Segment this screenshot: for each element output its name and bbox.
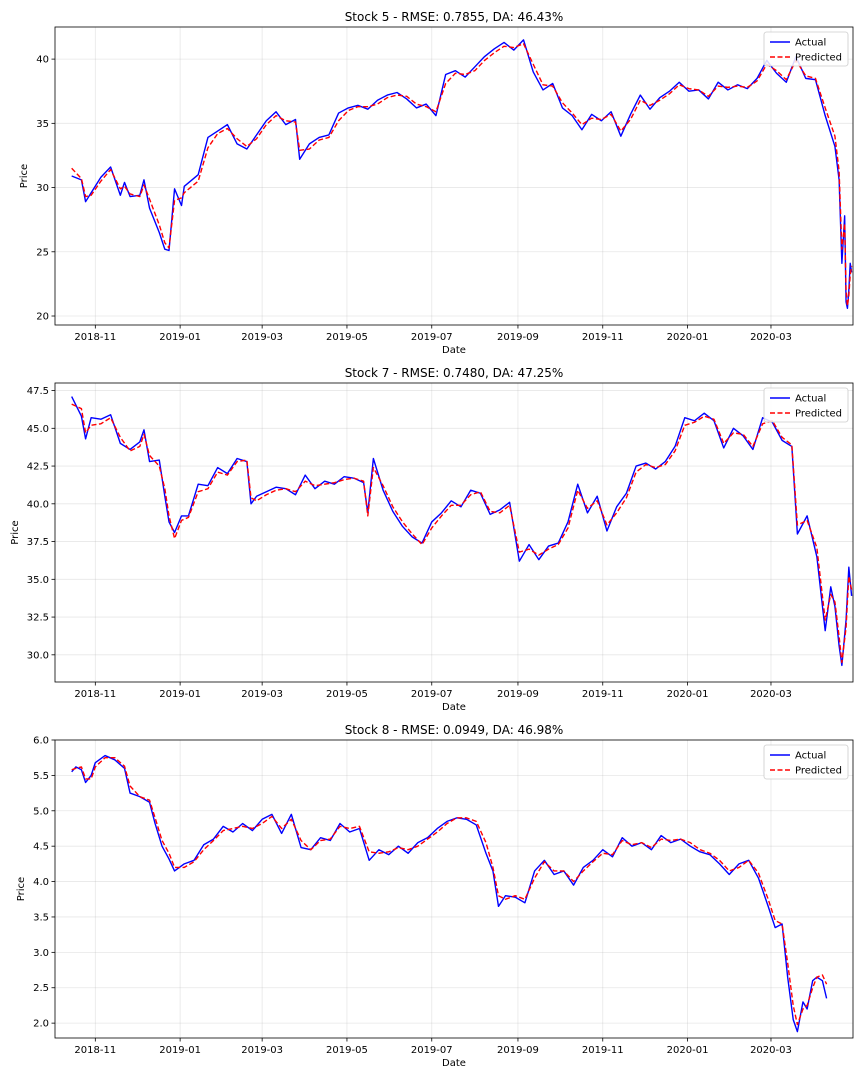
y-tick-label: 30.0 [27, 650, 49, 661]
y-tick-label: 20 [36, 312, 49, 323]
y-tick-label: 35 [36, 119, 49, 130]
y-tick-label: 2.0 [33, 1019, 49, 1030]
axes-frame [54, 26, 854, 326]
x-tick-label: 2019-01 [159, 689, 201, 700]
x-tick-label: 2019-09 [497, 689, 539, 700]
y-tick-label: 3.5 [33, 912, 49, 923]
x-tick-label: 2019-11 [582, 1045, 624, 1056]
y-tick-label: 47.5 [27, 386, 49, 397]
x-tick-label: 2020-03 [750, 1045, 792, 1056]
x-tick-label: 2018-11 [74, 689, 116, 700]
y-tick-label: 5.5 [33, 771, 49, 782]
legend-label-actual: Actual [795, 394, 826, 405]
x-tick-label: 2020-03 [750, 689, 792, 700]
y-axis-label: Price [16, 877, 27, 901]
legend: Actual Predicted [763, 744, 849, 780]
y-tick-label: 25 [36, 247, 49, 258]
axes-frame [54, 739, 854, 1039]
x-tick-label: 2019-01 [159, 1045, 201, 1056]
x-tick-label: 2019-07 [411, 689, 453, 700]
x-tick-label: 2019-01 [159, 332, 201, 343]
grid [55, 27, 853, 325]
x-tick-label: 2019-07 [411, 332, 453, 343]
chart-panel-3: Stock 8 - RMSE: 0.0949, DA: 46.98% 2018-1… [16, 723, 854, 1069]
legend-label-predicted: Predicted [795, 53, 842, 64]
chart-title: Stock 7 - RMSE: 0.7480, DA: 47.25% [345, 366, 564, 380]
x-axis-label: Date [442, 702, 466, 713]
x-tick-label: 2019-03 [241, 332, 283, 343]
x-axis-label: Date [442, 345, 466, 356]
legend-label-actual: Actual [795, 751, 826, 762]
chart-title: Stock 5 - RMSE: 0.7855, DA: 46.43% [345, 10, 564, 24]
series-line-predicted [71, 757, 828, 1026]
x-tick-label: 2019-05 [326, 332, 368, 343]
x-tick-label: 2020-01 [667, 1045, 709, 1056]
y-tick-label: 4.5 [33, 842, 49, 853]
y-tick-label: 42.5 [27, 462, 49, 473]
x-tick-label: 2019-09 [497, 1045, 539, 1056]
x-tick-label: 2019-05 [326, 689, 368, 700]
y-tick-label: 3.0 [33, 948, 49, 959]
x-tick-label: 2020-01 [667, 689, 709, 700]
series-line-predicted [71, 43, 853, 307]
x-tick-label: 2019-11 [582, 332, 624, 343]
x-tick-label: 2019-03 [241, 1045, 283, 1056]
y-tick-label: 40.0 [27, 499, 49, 510]
y-axis-label: Price [10, 520, 21, 544]
series-line-predicted [71, 403, 853, 664]
series-line-actual [71, 39, 853, 309]
x-tick-label: 2019-07 [411, 1045, 453, 1056]
x-tick-label: 2019-05 [326, 1045, 368, 1056]
x-tick-label: 2019-03 [241, 689, 283, 700]
grid [55, 383, 853, 682]
y-tick-label: 45.0 [27, 424, 49, 435]
grid [55, 739, 853, 1038]
chart-panel-1: Stock 5 - RMSE: 0.7855, DA: 46.43% 2018-1… [19, 10, 854, 356]
legend-label-actual: Actual [795, 38, 826, 49]
x-tick-label: 2020-03 [750, 332, 792, 343]
y-tick-label: 35.0 [27, 575, 49, 586]
y-tick-label: 6.0 [33, 736, 49, 747]
legend: Actual Predicted [763, 387, 849, 423]
legend: Actual Predicted [763, 31, 849, 67]
chart-panel-2: Stock 7 - RMSE: 0.7480, DA: 47.25% 2018-1… [10, 366, 854, 713]
legend-label-predicted: Predicted [795, 409, 842, 420]
y-tick-label: 4.0 [33, 877, 49, 888]
y-tick-label: 40 [36, 55, 49, 66]
x-tick-label: 2019-09 [497, 332, 539, 343]
y-tick-label: 30 [36, 183, 49, 194]
y-tick-label: 37.5 [27, 537, 49, 548]
axes-frame [54, 382, 854, 683]
series-line-actual [71, 754, 828, 1033]
x-tick-label: 2018-11 [74, 1045, 116, 1056]
x-axis-label: Date [442, 1058, 466, 1069]
y-tick-label: 2.5 [33, 983, 49, 994]
y-tick-label: 32.5 [27, 613, 49, 624]
legend-label-predicted: Predicted [795, 766, 842, 777]
x-tick-label: 2019-11 [582, 689, 624, 700]
x-tick-label: 2018-11 [74, 332, 116, 343]
series-line-actual [71, 396, 853, 667]
y-axis-label: Price [19, 164, 30, 188]
y-tick-label: 5.0 [33, 806, 49, 817]
x-tick-label: 2020-01 [667, 332, 709, 343]
chart-title: Stock 8 - RMSE: 0.0949, DA: 46.98% [345, 723, 564, 737]
